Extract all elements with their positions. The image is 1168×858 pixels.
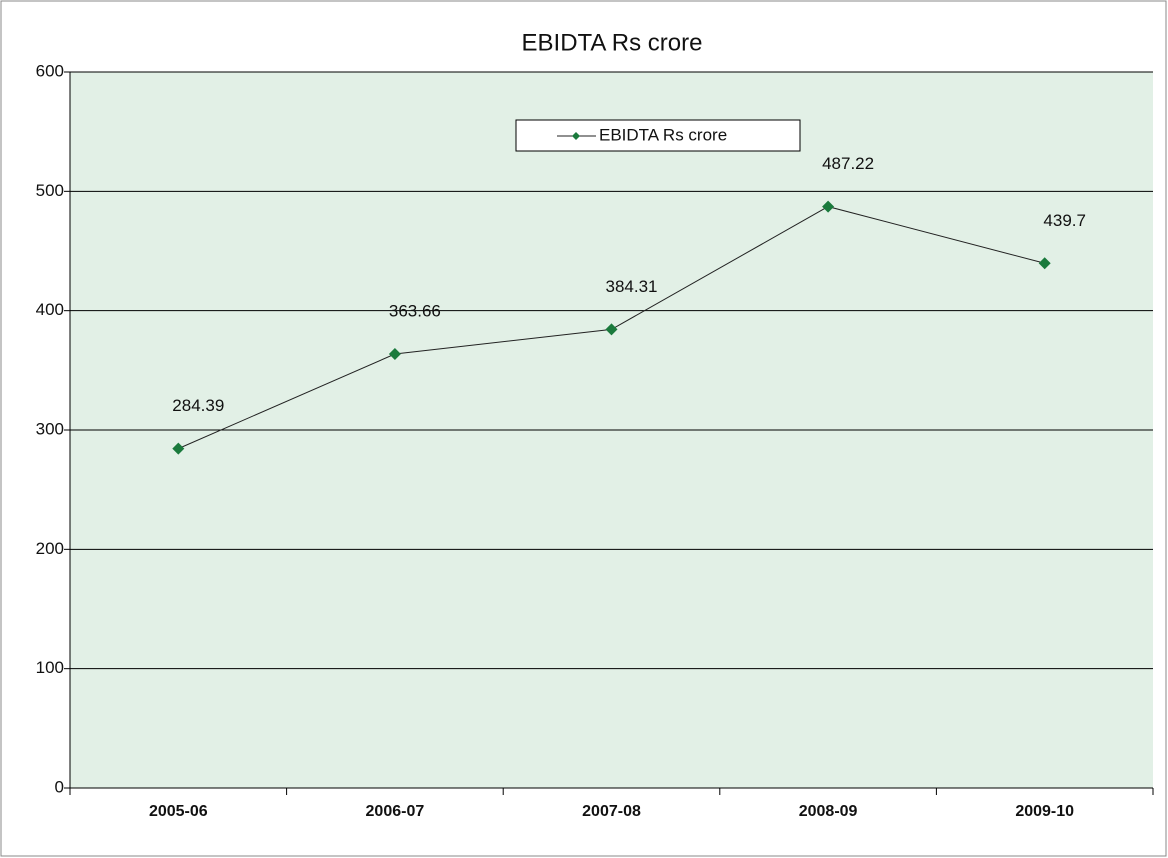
data-point (822, 200, 835, 213)
y-tick-label: 0 (55, 777, 64, 796)
data-point (388, 348, 401, 361)
data-point (172, 442, 185, 455)
y-tick-label: 200 (36, 539, 64, 558)
y-tick-label: 600 (36, 61, 64, 80)
data-label: 439.7 (1043, 211, 1086, 230)
y-tick-label: 500 (36, 181, 64, 200)
y-tick-label: 400 (36, 300, 64, 319)
series: 284.39 363.66 384.31 487.22 439.7 (172, 154, 1086, 455)
x-tick-label: 2006-07 (366, 803, 425, 820)
chart-title: EBIDTA Rs crore (522, 29, 703, 56)
y-tick-label: 300 (36, 419, 64, 438)
y-tick-label: 100 (36, 658, 64, 677)
legend-marker (572, 132, 580, 140)
grid: 0 100 200 300 400 500 600 2005-06 2006-07 2007-08… (36, 61, 1154, 820)
x-tick-label: 2007-08 (582, 803, 641, 820)
data-label: 363.66 (389, 302, 441, 321)
data-point (1038, 257, 1051, 270)
x-tick-label: 2008-09 (799, 803, 858, 820)
data-label: 284.39 (172, 396, 224, 415)
legend-label: EBIDTA Rs crore (599, 125, 727, 144)
data-point (605, 323, 618, 336)
data-label: 384.31 (606, 277, 658, 296)
data-label: 487.22 (822, 154, 874, 173)
x-tick-label: 2009-10 (1015, 803, 1074, 820)
legend: EBIDTA Rs crore (515, 119, 801, 152)
x-tick-label: 2005-06 (149, 803, 208, 820)
